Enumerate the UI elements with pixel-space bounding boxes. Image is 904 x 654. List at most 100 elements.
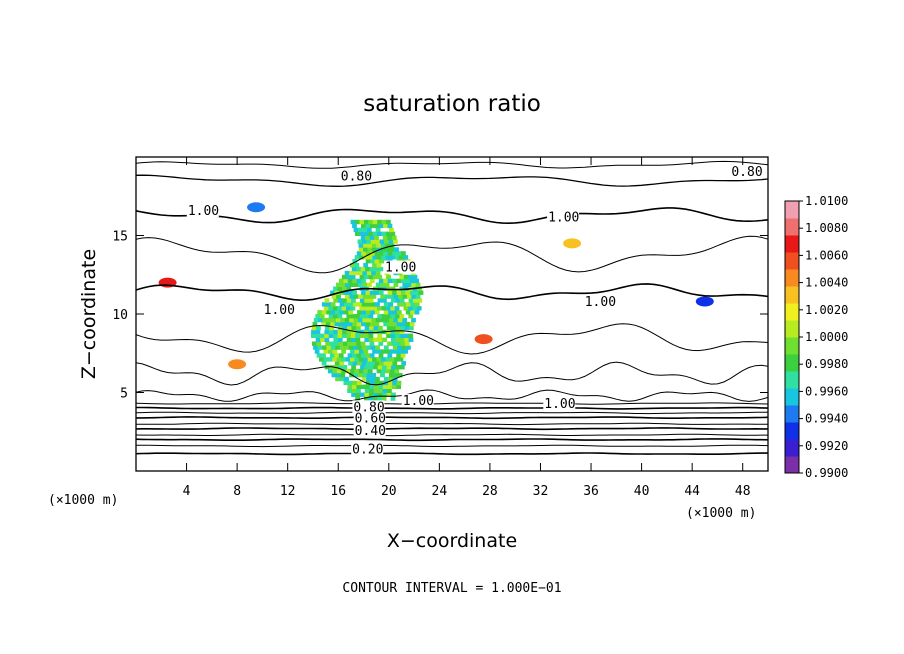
cloud-cell [374, 251, 380, 256]
cloud-cell [408, 337, 414, 342]
cloud-cell [312, 321, 318, 327]
cloud-cell [331, 372, 337, 378]
contour-label-10: 0.60 [355, 411, 386, 426]
cloud-cell [369, 290, 375, 295]
cloud-cell [333, 286, 338, 291]
cloud-cell [377, 333, 383, 338]
cloud-cell [401, 251, 406, 256]
cloud-cell [396, 353, 402, 358]
cloud-cell [397, 302, 402, 307]
cloud-cell [347, 325, 352, 331]
cloud-cell [372, 349, 377, 354]
cloud-cell [403, 255, 409, 260]
cloud-cell [400, 290, 406, 295]
cloud-cell [365, 266, 370, 272]
cloud-cell [397, 317, 403, 323]
cloud-cell [365, 223, 371, 229]
cloud-cell [414, 290, 419, 295]
contour-line-low-4 [135, 427, 768, 431]
cloud-cell [332, 306, 338, 311]
cloud-cell [380, 317, 385, 323]
x-tick-label-9: 40 [634, 484, 650, 499]
cloud-cell [414, 302, 420, 307]
cloud-cell [384, 282, 390, 287]
cloud-cell [373, 337, 378, 342]
cloud-cell [370, 361, 376, 366]
colorbar-label-1: 1.0080 [805, 221, 848, 235]
cloud-cell [368, 337, 374, 342]
cloud-cell [362, 270, 368, 276]
colorbar-swatch-14 [785, 218, 799, 236]
cloud-cell [354, 368, 360, 374]
cloud-cell [363, 349, 369, 354]
cloud-cell [366, 372, 372, 378]
cloud-cell [381, 306, 387, 311]
cloud-cell [380, 282, 386, 287]
cloud-cell [403, 274, 409, 280]
y-tick-label-2: 15 [112, 230, 128, 245]
cloud-cell [390, 314, 396, 319]
cloud-cell [404, 325, 410, 331]
cloud-cell [396, 341, 401, 346]
contour-label-bg-11 [353, 423, 386, 437]
cloud-cell [411, 282, 416, 287]
cloud-cell [408, 333, 414, 338]
cloud-cell [379, 361, 384, 366]
cloud-cell [374, 361, 380, 366]
contour-label-bg-6 [583, 295, 616, 309]
cloud-cell [344, 270, 350, 276]
cloud-cell [394, 247, 399, 252]
cloud-cell [343, 380, 349, 386]
cloud-cell [369, 353, 375, 358]
cloud-cell [348, 361, 353, 366]
cloud-cell [375, 227, 381, 233]
cloud-cell [389, 247, 395, 252]
contour-label-4: 1.00 [385, 261, 416, 276]
cloud-cell [354, 357, 360, 362]
cloud-cell [382, 365, 387, 370]
cloud-cell [411, 317, 416, 323]
cloud-cell [360, 365, 365, 370]
colorbar-labels: 1.0100 1.0080 1.0060 1.0040 1.0020 1.0000 0.99… [799, 194, 848, 480]
cloud-cell [352, 223, 357, 229]
cloud-cell [359, 306, 365, 311]
cloud-cell [383, 376, 389, 382]
cloud-cell [348, 302, 354, 307]
cloud-cell [389, 349, 395, 354]
cloud-cell [389, 227, 394, 233]
cloud-cell [353, 294, 359, 299]
cloud-cell [366, 376, 371, 382]
cloud-cell [376, 368, 382, 374]
y-tick-label-0: 5 [120, 387, 128, 402]
contour-label-bg-12 [351, 442, 384, 456]
contour-label-bg-4 [384, 260, 417, 274]
cloud-cell [366, 227, 372, 233]
cloud-cell [364, 298, 370, 303]
cloud-cell [357, 239, 363, 244]
cloud-cell [364, 337, 370, 342]
cloud-cell [364, 274, 369, 280]
cloud-cell [334, 361, 340, 366]
cloud-cell [352, 384, 357, 389]
contour-label-8: 1.00 [544, 397, 575, 412]
cloud-cell [348, 310, 354, 315]
cloud-cell [378, 384, 384, 389]
cloud-cell [376, 357, 382, 362]
cloud-cell [370, 376, 376, 382]
cloud-cell [383, 361, 389, 366]
cloud-cell [328, 329, 334, 335]
cloud-cell [393, 239, 398, 244]
cloud-cell [346, 314, 352, 319]
cloud-cell [366, 270, 372, 276]
cloud-cell [332, 349, 338, 354]
cloud-cell [390, 306, 396, 311]
cloud-cell [397, 345, 402, 350]
cloud-cell [372, 274, 378, 280]
cloud-cell [358, 270, 363, 276]
cloud-cell [371, 294, 377, 299]
cloud-cell [376, 263, 382, 268]
cloud-cell [368, 255, 373, 260]
cloud-cell [370, 251, 375, 256]
cloud-cell [385, 247, 390, 252]
cloud-cell [386, 325, 392, 331]
